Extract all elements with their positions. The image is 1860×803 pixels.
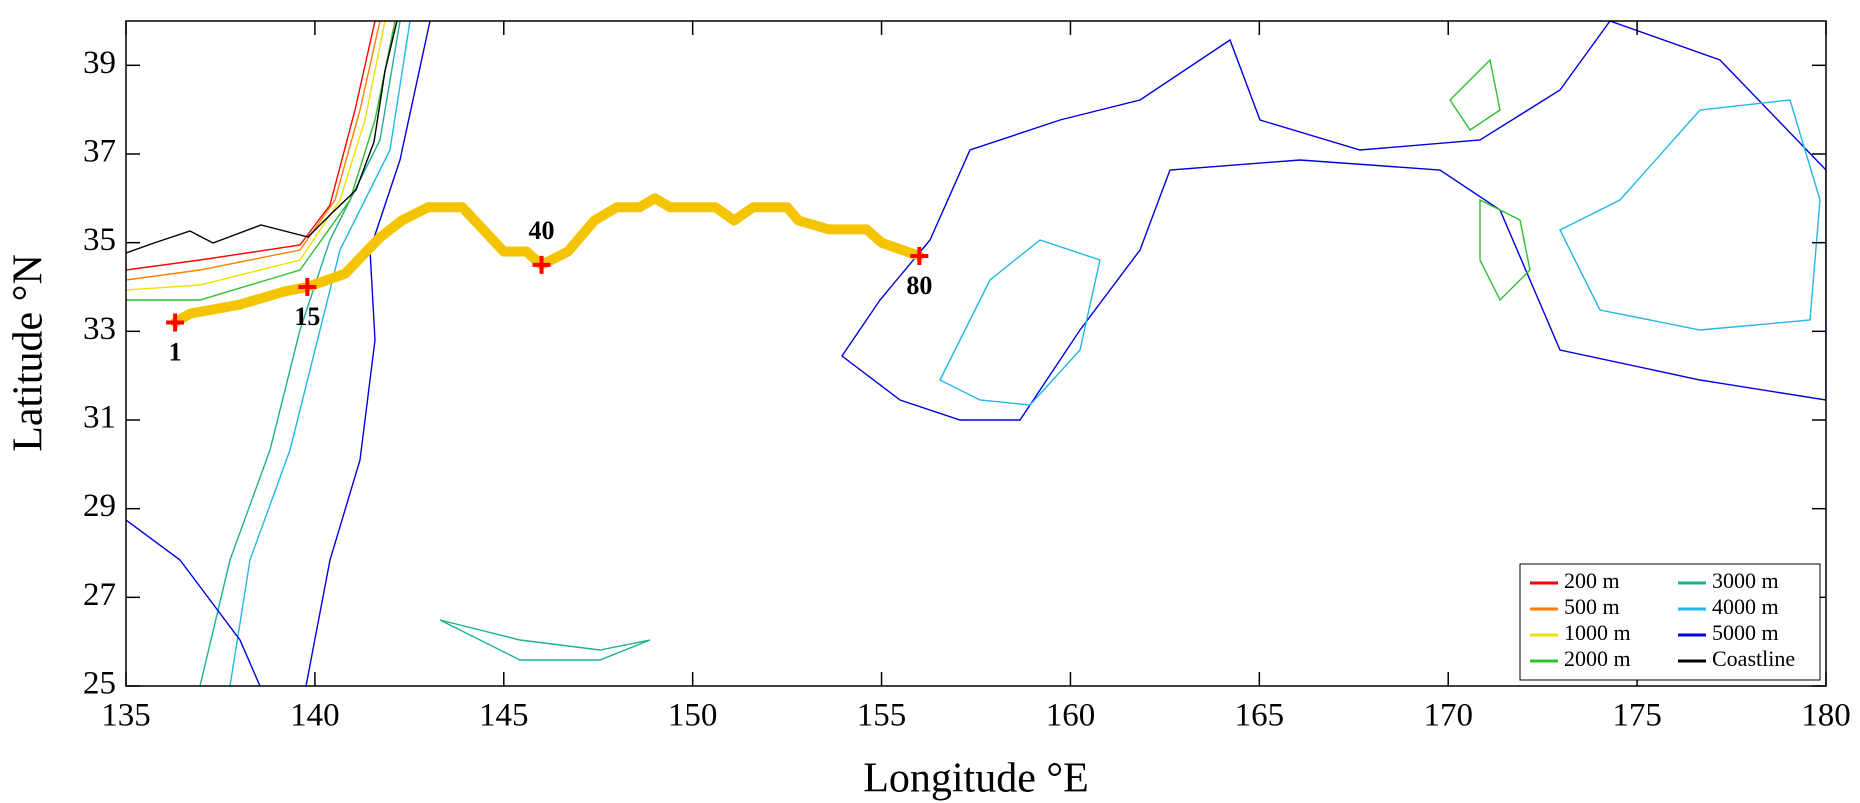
legend-label: 200 m bbox=[1564, 568, 1620, 593]
y-tick-label: 27 bbox=[83, 577, 116, 613]
contour bbox=[1480, 200, 1530, 300]
contour bbox=[126, 520, 260, 686]
contour bbox=[940, 240, 1100, 405]
contour bbox=[1450, 60, 1500, 130]
y-tick-label: 35 bbox=[83, 222, 116, 258]
legend-label: Coastline bbox=[1712, 646, 1795, 671]
legend-label: 500 m bbox=[1564, 594, 1620, 619]
x-tick-label: 150 bbox=[668, 698, 718, 734]
contour bbox=[200, 21, 400, 686]
y-tick-label: 39 bbox=[83, 45, 116, 81]
contour bbox=[440, 620, 650, 660]
legend-label: 2000 m bbox=[1564, 646, 1631, 671]
legend-label: 4000 m bbox=[1712, 594, 1779, 619]
station-label: 15 bbox=[294, 302, 320, 331]
contour bbox=[1560, 100, 1820, 330]
legend-label: 3000 m bbox=[1712, 568, 1779, 593]
contour bbox=[126, 21, 380, 280]
x-tick-label: 135 bbox=[101, 698, 151, 734]
x-tick-label: 160 bbox=[1046, 698, 1096, 734]
contour bbox=[126, 21, 385, 290]
x-tick-label: 170 bbox=[1423, 698, 1473, 734]
station-label: 40 bbox=[529, 216, 555, 245]
y-tick-label: 37 bbox=[83, 134, 116, 170]
y-axis-label: Latitude °N bbox=[6, 254, 52, 452]
y-tick-label: 31 bbox=[83, 400, 116, 436]
y-tick-label: 29 bbox=[83, 488, 116, 524]
station-label: 80 bbox=[906, 271, 932, 300]
x-tick-label: 140 bbox=[290, 698, 340, 734]
contour bbox=[306, 21, 430, 686]
station-label: 1 bbox=[169, 337, 182, 366]
x-tick-label: 165 bbox=[1235, 698, 1285, 734]
x-tick-label: 145 bbox=[479, 698, 529, 734]
x-tick-label: 180 bbox=[1801, 698, 1851, 734]
contour bbox=[126, 21, 375, 270]
contour bbox=[842, 21, 1826, 420]
y-tick-label: 33 bbox=[83, 311, 116, 347]
map-chart: Longitude °E Latitude °N 135140145150155… bbox=[0, 0, 1860, 803]
y-tick-label: 25 bbox=[83, 666, 116, 702]
legend-label: 1000 m bbox=[1564, 620, 1631, 645]
legend-label: 5000 m bbox=[1712, 620, 1779, 645]
x-axis-label: Longitude °E bbox=[863, 756, 1089, 802]
x-tick-label: 175 bbox=[1612, 698, 1662, 734]
x-tick-label: 155 bbox=[857, 698, 907, 734]
